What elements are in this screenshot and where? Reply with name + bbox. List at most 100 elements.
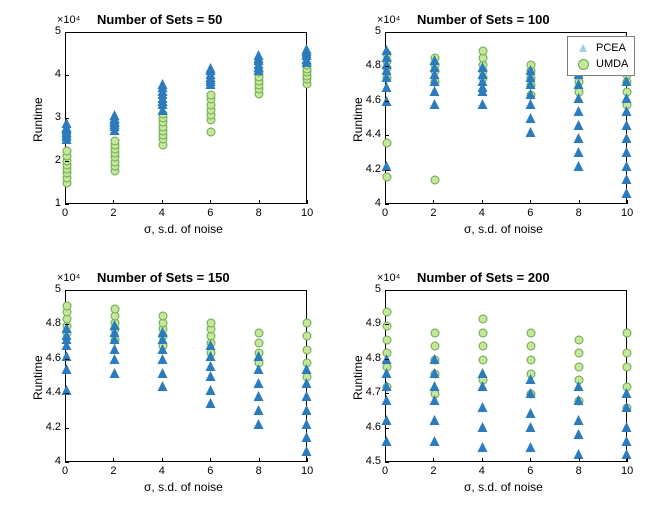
pcea-marker [303, 379, 311, 387]
ytick-mark [385, 204, 389, 205]
pcea-marker [527, 423, 535, 431]
pcea-marker [383, 416, 391, 424]
xtick-mark [307, 200, 308, 204]
xtick-label: 4 [159, 207, 165, 219]
pcea-marker [527, 128, 535, 136]
ytick-label: 4.8 [366, 352, 381, 364]
umda-marker [383, 322, 392, 331]
ytick-label: 4.8 [46, 317, 61, 329]
pcea-marker [623, 148, 631, 156]
umda-marker [479, 342, 488, 351]
ytick-label: 4.4 [366, 128, 381, 140]
xtick-label: 0 [62, 465, 68, 477]
pcea-marker [431, 369, 439, 377]
pcea-marker [255, 420, 263, 428]
pcea-marker [623, 134, 631, 142]
ytick-mark [65, 393, 69, 394]
ytick-mark [65, 290, 69, 291]
plot-area-2 [65, 290, 307, 462]
ytick-mark [65, 462, 69, 463]
xlabel-2: σ, s.d. of noise [144, 480, 223, 494]
xtick-mark [162, 458, 163, 462]
ytick-mark [65, 359, 69, 360]
umda-marker [207, 127, 216, 136]
umda-marker [575, 362, 584, 371]
pcea-marker [431, 56, 439, 64]
pcea-marker [255, 379, 263, 387]
ytick-label: 4.5 [366, 455, 381, 467]
pcea-marker [207, 341, 215, 349]
pcea-marker [111, 115, 119, 123]
pcea-marker [255, 51, 263, 59]
pcea-marker [575, 396, 583, 404]
pcea-marker [479, 382, 487, 390]
pcea-marker [159, 345, 167, 353]
ytick-label: 1 [55, 197, 61, 209]
legend: PCEAUMDA [567, 36, 635, 76]
xtick-label: 10 [621, 465, 633, 477]
ytick-label: 4.8 [366, 59, 381, 71]
umda-marker [63, 147, 72, 156]
xtick-mark [65, 458, 66, 462]
ytick-mark [385, 462, 389, 463]
ytick-mark [65, 324, 69, 325]
pcea-marker [303, 365, 311, 373]
umda-marker [479, 328, 488, 337]
ytick-mark [385, 290, 389, 291]
xtick-mark [259, 200, 260, 204]
ytick-label: 4.4 [46, 386, 61, 398]
pcea-marker [623, 107, 631, 115]
pcea-marker [575, 80, 583, 88]
umda-marker [207, 91, 216, 100]
xtick-label: 4 [479, 207, 485, 219]
pcea-marker [575, 94, 583, 102]
pcea-marker [207, 372, 215, 380]
pcea-marker [623, 77, 631, 85]
pcea-marker [63, 324, 71, 332]
xtick-label: 0 [382, 207, 388, 219]
pcea-marker [479, 369, 487, 377]
pcea-marker [63, 135, 71, 143]
pcea-marker [479, 423, 487, 431]
pcea-marker [527, 66, 535, 74]
umda-marker [623, 328, 632, 337]
pcea-marker [527, 409, 535, 417]
pcea-marker [207, 386, 215, 394]
umda-marker [159, 311, 168, 320]
pcea-marker [527, 90, 535, 98]
pcea-marker [255, 352, 263, 360]
ytick-label: 4.2 [46, 421, 61, 433]
ytick-mark [385, 324, 389, 325]
ytick-mark [385, 32, 389, 33]
pcea-marker [623, 437, 631, 445]
xtick-label: 4 [479, 465, 485, 477]
umda-marker [623, 349, 632, 358]
xtick-mark [385, 458, 386, 462]
pcea-marker [383, 437, 391, 445]
pcea-marker [63, 335, 71, 343]
xtick-label: 6 [207, 207, 213, 219]
pcea-marker [575, 134, 583, 142]
pcea-marker [623, 175, 631, 183]
pcea-marker [479, 403, 487, 411]
pcea-marker [623, 94, 631, 102]
pcea-marker [623, 450, 631, 458]
ytick-mark [385, 66, 389, 67]
pcea-marker [255, 406, 263, 414]
pcea-marker [303, 45, 311, 53]
figure: Number of Sets = 50×10⁴123450246810Runti… [0, 0, 654, 513]
xtick-mark [162, 200, 163, 204]
ytick-mark [65, 118, 69, 119]
xtick-mark [530, 200, 531, 204]
pcea-marker [159, 328, 167, 336]
xtick-mark [385, 200, 386, 204]
pcea-marker [527, 100, 535, 108]
ytick-label: 4.6 [46, 352, 61, 364]
pcea-marker [431, 87, 439, 95]
pcea-marker [111, 345, 119, 353]
pcea-marker [479, 63, 487, 71]
umda-marker [303, 332, 312, 341]
umda-marker [575, 335, 584, 344]
pcea-marker [431, 416, 439, 424]
xtick-mark [210, 200, 211, 204]
